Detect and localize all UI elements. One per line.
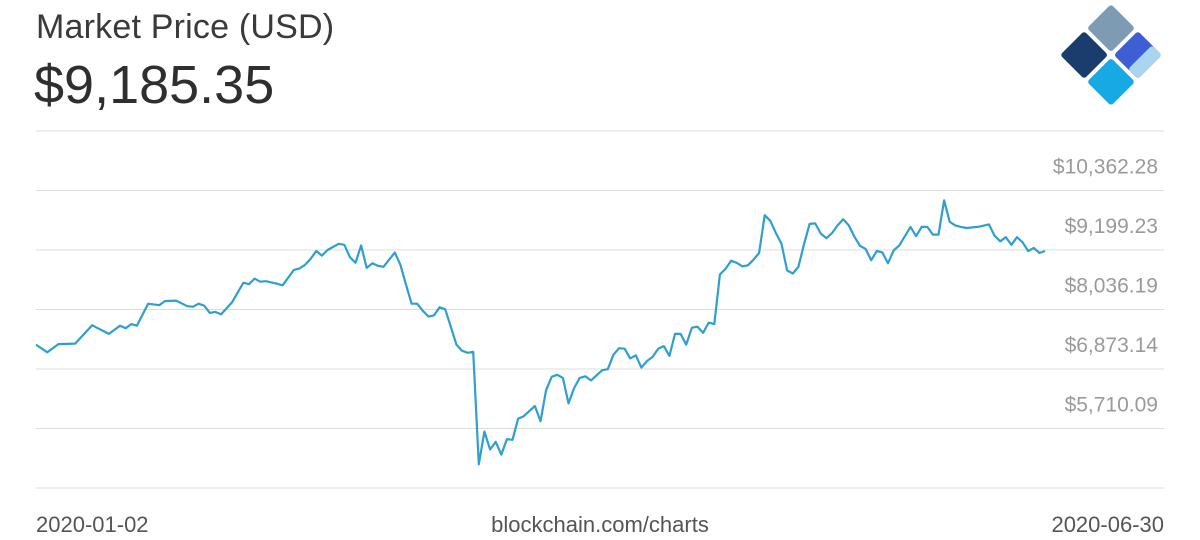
price-series-line	[35, 199, 1046, 466]
y-tick-label: $9,199.23	[1065, 215, 1158, 238]
source-link[interactable]: blockchain.com/charts	[491, 512, 709, 537]
start-date-label: 2020-01-02	[36, 512, 149, 537]
logo-quad-bottom	[1088, 59, 1134, 105]
logo-quad-left	[1061, 32, 1107, 78]
chart-grid	[36, 130, 1164, 489]
end-date-label: 2020-06-30	[1051, 512, 1164, 537]
current-price: $9,185.35	[34, 55, 275, 115]
y-tick-label: $6,873.14	[1065, 334, 1159, 357]
blockchain-diamond-logo-icon	[1061, 5, 1161, 105]
y-tick-label: $5,710.09	[1065, 393, 1158, 416]
chart-title: Market Price (USD)	[36, 8, 335, 46]
y-axis-labels: $5,710.09 $6,873.14 $8,036.19 $9,199.23 $10,…	[1053, 156, 1158, 417]
y-tick-label: $10,362.28	[1053, 156, 1158, 179]
logo-quad-top	[1088, 5, 1134, 51]
logo-quad-edge	[1129, 46, 1161, 78]
y-tick-label: $8,036.19	[1065, 274, 1158, 297]
